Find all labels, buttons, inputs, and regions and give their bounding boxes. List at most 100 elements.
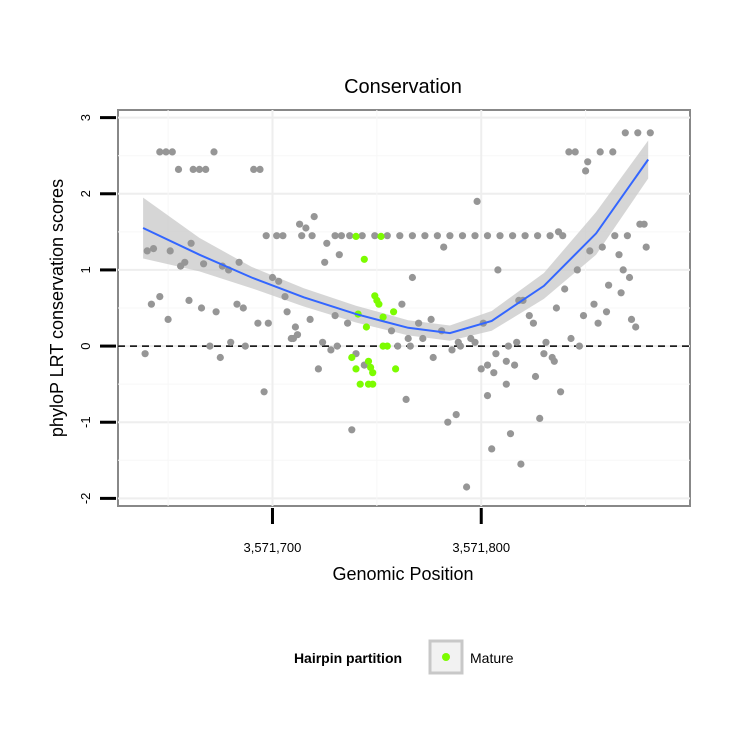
point-other-78 [586, 247, 594, 255]
x-tick-label-0: 3,571,700 [244, 540, 302, 555]
point-other-101 [531, 372, 540, 381]
point-other-153 [640, 220, 648, 228]
point-other-127 [632, 323, 640, 331]
confidence-band [143, 140, 649, 341]
point-mature-12 [348, 353, 356, 362]
point-mature-17 [392, 365, 400, 373]
point-other-47 [200, 260, 208, 268]
point-other-140 [406, 342, 414, 350]
point-other-92 [327, 346, 335, 354]
point-other-117 [444, 418, 452, 426]
point-other-134 [275, 277, 283, 285]
gridlines [118, 110, 690, 506]
point-other-160 [483, 392, 492, 400]
point-other-37 [584, 158, 592, 166]
point-other-56 [335, 251, 343, 259]
point-other-3 [174, 165, 183, 173]
point-other-14 [308, 232, 316, 240]
point-other-55 [323, 239, 331, 247]
point-other-32 [521, 232, 529, 240]
point-other-29 [483, 232, 492, 240]
point-other-5 [195, 165, 203, 173]
smooth-line [142, 158, 650, 335]
y-axis-title: phyloP LRT conservation scores [47, 179, 67, 437]
point-other-84 [164, 315, 172, 323]
point-other-99 [502, 357, 510, 365]
y-tick-label-1: -1 [78, 416, 93, 428]
point-other-23 [408, 232, 416, 240]
point-other-118 [473, 197, 481, 205]
point-other-61 [398, 300, 406, 308]
point-other-13 [298, 232, 306, 240]
legend-title: Hairpin partition [294, 650, 402, 666]
point-other-146 [525, 312, 533, 320]
point-other-31 [508, 232, 517, 240]
x-axis: 3,571,700 3,571,800 [244, 508, 510, 555]
point-other-109 [642, 243, 650, 251]
point-other-83 [147, 300, 155, 308]
point-other-33 [534, 232, 542, 240]
point-other-10 [262, 232, 270, 240]
point-other-19 [358, 232, 366, 240]
point-other-105 [594, 319, 602, 327]
point-mature-7 [390, 308, 398, 316]
point-other-93 [394, 342, 402, 350]
point-other-26 [446, 232, 454, 240]
point-mature-16 [369, 369, 377, 377]
y-tick-label-4: 2 [78, 190, 93, 197]
point-other-142 [429, 353, 437, 362]
point-other-151 [590, 300, 598, 308]
point-mature-5 [375, 300, 383, 308]
point-other-97 [483, 361, 492, 369]
point-other-16 [331, 232, 339, 240]
point-other-69 [477, 365, 485, 373]
point-other-76 [561, 285, 569, 293]
point-other-8 [250, 165, 258, 173]
point-other-120 [488, 445, 496, 453]
point-other-157 [331, 312, 339, 320]
point-other-42 [646, 129, 654, 137]
point-other-124 [557, 388, 565, 396]
point-other-74 [540, 350, 548, 358]
point-other-125 [602, 308, 611, 316]
point-other-129 [177, 262, 185, 270]
smooth-trend-line [142, 158, 650, 335]
point-other-39 [609, 148, 617, 156]
point-other-86 [197, 304, 206, 312]
point-other-122 [517, 460, 525, 468]
point-other-45 [166, 247, 174, 255]
point-other-108 [625, 273, 634, 282]
point-other-159 [452, 411, 460, 419]
point-other-43 [143, 247, 151, 255]
point-other-70 [490, 369, 498, 377]
point-mature-18 [356, 380, 364, 388]
point-other-51 [283, 308, 291, 316]
point-other-133 [235, 258, 243, 266]
point-other-135 [281, 293, 289, 301]
point-other-17 [337, 232, 345, 240]
point-other-25 [433, 232, 441, 240]
point-other-106 [605, 281, 613, 289]
point-other-100 [510, 361, 519, 369]
point-other-156 [287, 334, 295, 343]
point-other-110 [141, 350, 149, 358]
point-other-112 [227, 338, 235, 346]
point-other-22 [396, 232, 404, 240]
point-other-130 [206, 342, 214, 350]
point-mature-11 [383, 342, 391, 350]
point-other-53 [302, 224, 310, 232]
point-other-162 [513, 338, 521, 346]
x-axis-title: Genomic Position [332, 564, 473, 584]
point-other-103 [567, 334, 575, 343]
point-other-44 [149, 245, 158, 253]
point-other-36 [571, 148, 579, 156]
point-other-71 [502, 380, 510, 388]
point-mature-14 [364, 357, 373, 365]
point-other-143 [463, 483, 471, 491]
point-other-27 [458, 232, 467, 240]
point-mature-1 [377, 232, 385, 240]
point-mature-20 [369, 380, 377, 388]
y-tick-label-0: -2 [78, 493, 93, 505]
x-tick-label-1: 3,571,800 [452, 540, 510, 555]
